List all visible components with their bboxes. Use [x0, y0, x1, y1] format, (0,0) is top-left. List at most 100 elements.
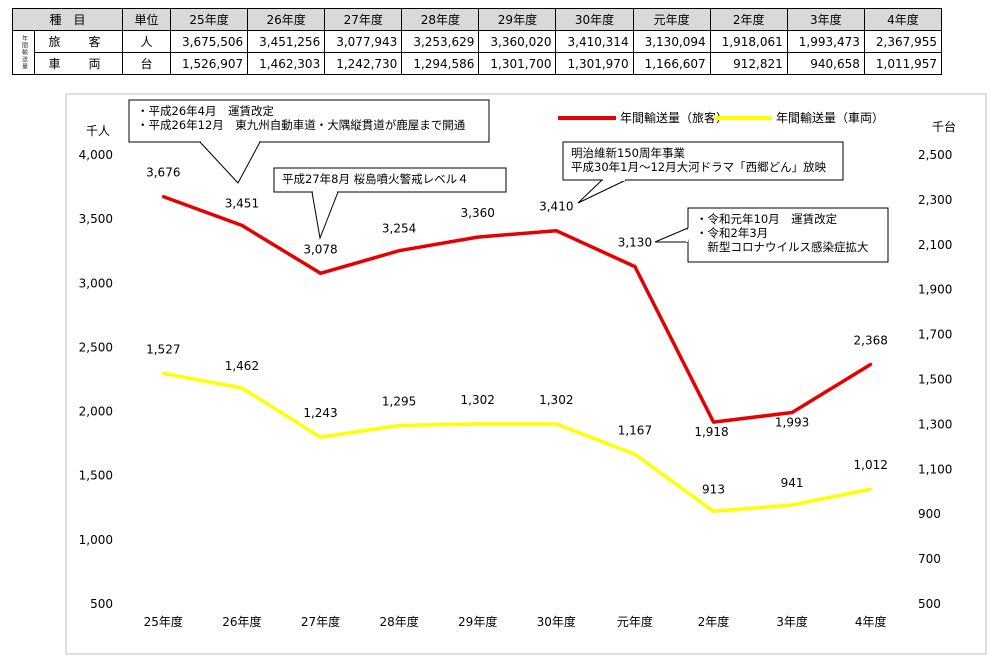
data-point — [240, 223, 244, 227]
data-point — [790, 503, 794, 507]
x-tick-label: 27年度 — [301, 614, 340, 629]
table-cell: 3,077,943 — [324, 30, 403, 53]
table-cell: 1,918,061 — [709, 30, 788, 53]
callout-pointer — [654, 227, 689, 243]
transport-table: 種 目単位 25年度 26年度 27年度 28年度 29年度 30年度 元年度 2年度 3年度 4年… — [11, 8, 943, 75]
table-row-vehicle: 車 両 台 1,526,907 1,462,303 1,242,730 1,294,5… — [13, 52, 943, 75]
annotation-text: 新型コロナウイルス感染症拡大 — [696, 240, 869, 254]
y-right-tick-label: 1,500 — [918, 373, 952, 387]
y-left-tick-label: 3,000 — [79, 276, 113, 290]
table-cell: 1,011,957 — [863, 52, 943, 75]
table-cell: 940,658 — [786, 52, 865, 75]
annotation-text: ・令和元年10月 運賃改定 — [696, 212, 838, 226]
y-right-tick-label: 2,300 — [918, 193, 952, 207]
x-tick-label: 28年度 — [379, 614, 418, 629]
data-label: 1,918 — [694, 425, 728, 439]
table-cell: 1,526,907 — [170, 52, 249, 75]
annotation-text: 明治維新150周年事業 — [571, 146, 685, 160]
y-right-tick-label: 1,700 — [918, 328, 952, 342]
callout-box — [562, 141, 844, 181]
callout-box — [273, 167, 507, 193]
header-year: 27年度 — [324, 8, 403, 31]
chart-frame — [65, 93, 987, 655]
x-tick-label: 元年度 — [617, 614, 653, 629]
data-label: 941 — [781, 476, 804, 490]
y-left-tick-label: 500 — [90, 597, 113, 611]
data-label: 3,451 — [225, 196, 259, 210]
y-left-tick-label: 2,000 — [79, 405, 113, 419]
data-point — [397, 424, 401, 428]
x-tick-label: 3年度 — [776, 614, 808, 629]
data-point — [869, 487, 873, 491]
data-label: 1,993 — [775, 415, 809, 429]
callout-pointer — [311, 191, 339, 240]
y-left-unit-label: 千人 — [86, 124, 110, 138]
data-point — [319, 435, 322, 439]
header-category: 種 目 — [11, 8, 124, 31]
header-year: 28年度 — [401, 8, 480, 31]
y-right-tick-label: 700 — [918, 552, 941, 566]
data-point — [712, 509, 715, 513]
header-year: 2年度 — [709, 8, 788, 31]
series-line-vehicle — [162, 371, 872, 514]
annotation-text: ・平成26年4月 運賃改定 — [137, 104, 274, 118]
row-name-passenger: 旅 客 — [33, 30, 124, 53]
header-year: 25年度 — [170, 8, 249, 31]
table-cell: 1,294,586 — [401, 52, 480, 75]
callout-pointer — [577, 179, 627, 204]
callout-box — [128, 99, 490, 143]
data-point — [790, 410, 794, 414]
table-cell: 3,451,256 — [247, 30, 326, 53]
data-point — [476, 235, 480, 239]
data-label: 3,360 — [461, 206, 495, 220]
annotation-text: ・令和2年3月 — [696, 226, 768, 240]
x-tick-label: 25年度 — [144, 614, 183, 629]
x-tick-label: 4年度 — [855, 614, 887, 629]
table-cell: 3,675,506 — [170, 30, 249, 53]
annotation-text: ・平成26年12月 東九州自動車道・大隅縦貫道が鹿屋まで開通 — [137, 118, 466, 132]
y-left-tick-label: 1,000 — [79, 533, 113, 547]
data-label: 3,410 — [539, 200, 573, 214]
data-label: 1,243 — [303, 406, 337, 420]
header-year: 元年度 — [632, 8, 711, 31]
legend-label: 年間輸送量（車両） — [776, 110, 884, 125]
data-label: 1,462 — [225, 359, 259, 373]
y-right-tick-label: 2,500 — [918, 148, 952, 162]
x-tick-label: 26年度 — [222, 614, 261, 629]
data-point — [554, 229, 558, 233]
data-label: 3,676 — [146, 166, 180, 180]
header-year: 29年度 — [478, 8, 557, 31]
annotation-text: 平成27年8月 桜島噴火警戒レベル４ — [282, 172, 469, 186]
y-left-tick-label: 1,500 — [79, 469, 113, 483]
data-point — [869, 362, 873, 366]
legend-label: 年間輸送量（旅客） — [620, 110, 728, 125]
data-label: 3,254 — [382, 222, 416, 236]
data-label: 1,302 — [539, 393, 573, 407]
data-point — [476, 422, 480, 426]
y-right-tick-label: 1,100 — [918, 462, 952, 476]
data-point — [319, 271, 322, 275]
data-label: 1,527 — [146, 342, 180, 356]
series-line-passenger — [162, 194, 872, 424]
y-left-tick-label: 4,000 — [79, 148, 113, 162]
y-right-tick-label: 1,900 — [918, 283, 952, 297]
x-tick-label: 2年度 — [698, 614, 730, 629]
data-point — [633, 265, 637, 269]
data-label: 913 — [702, 482, 725, 496]
data-label: 3,078 — [303, 242, 337, 256]
table-cell: 1,301,970 — [555, 52, 634, 75]
y-right-tick-label: 2,100 — [918, 238, 952, 252]
data-label: 1,167 — [618, 423, 652, 437]
data-point — [240, 386, 244, 390]
y-right-tick-label: 500 — [918, 597, 941, 611]
x-tick-label: 30年度 — [537, 614, 576, 629]
data-point — [554, 422, 558, 426]
y-left-tick-label: 3,500 — [79, 212, 113, 226]
data-point — [161, 371, 165, 375]
annotation-text: 平成30年1月～12月大河ドラマ「西郷どん」放映 — [571, 160, 827, 174]
data-label: 3,130 — [618, 236, 652, 250]
y-left-tick-label: 2,500 — [79, 340, 113, 354]
data-point — [161, 195, 165, 199]
header-year: 3年度 — [786, 8, 865, 31]
